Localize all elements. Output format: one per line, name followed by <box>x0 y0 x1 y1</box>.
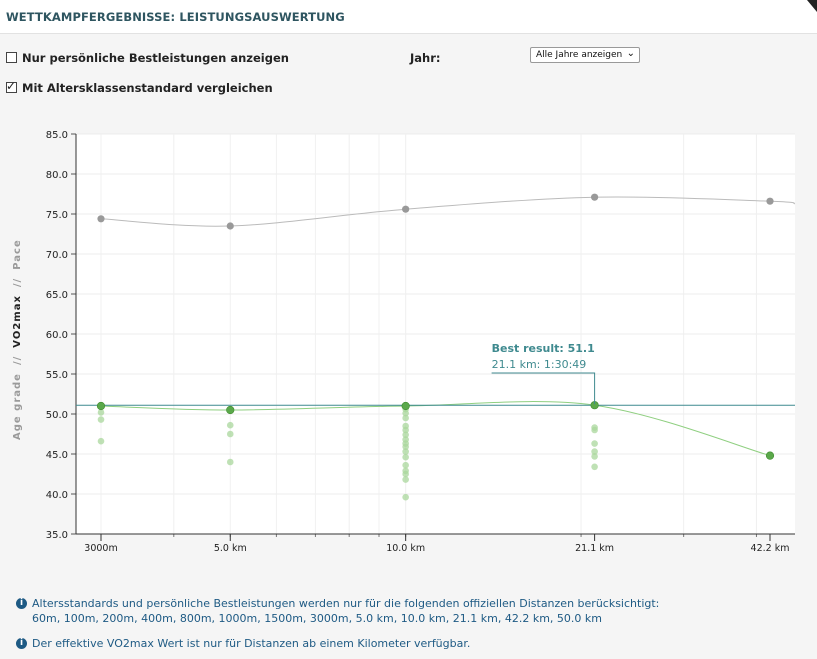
result-point <box>226 421 234 429</box>
personal-best-label: Nur persönliche Bestleistungen anzeigen <box>22 51 289 65</box>
personal-best-point <box>226 405 235 415</box>
info-icon: i <box>16 638 27 649</box>
y-axis-label: Age grade // VO2max // Pace <box>12 239 23 440</box>
info-text-2: 60m, 100m, 200m, 400m, 800m, 1000m, 1500… <box>32 612 602 625</box>
x-tick-label: 5.0 km <box>214 543 247 554</box>
age-standard-point <box>402 205 410 213</box>
performance-chart[interactable]: 35.0 40.0 45.0 50.0 55.0 60.0 65.0 70.0 75.0 80.0… <box>0 120 817 560</box>
close-corner-icon[interactable] <box>807 0 817 12</box>
y-tick-label: 40.0 <box>46 490 68 501</box>
checkmark-icon: ✓ <box>6 79 17 93</box>
result-point <box>97 437 105 445</box>
age-standard-points <box>97 193 774 230</box>
result-point <box>226 458 234 466</box>
y-label-age-grade: Age grade <box>12 373 23 440</box>
tooltip-connector <box>491 372 596 405</box>
y-label-separator: // <box>12 356 23 365</box>
y-tick-label: 35.0 <box>46 530 68 541</box>
year-select-value: Alle Jahre anzeigen <box>536 50 623 60</box>
year-label: Jahr: <box>410 51 441 65</box>
x-axis: 3000m 5.0 km 10.0 km 21.1 km 42.2 km <box>76 533 795 554</box>
result-point <box>402 461 409 469</box>
tooltip-title: Best result: 51.1 <box>492 342 595 355</box>
age-standard-point <box>766 197 774 205</box>
age-standard-line <box>100 196 796 227</box>
result-point <box>402 409 409 417</box>
age-standard-point <box>226 222 234 230</box>
info-text-3: Der effektive VO2max Wert ist nur für Di… <box>32 637 471 650</box>
x-tick-label: 10.0 km <box>386 543 425 554</box>
info-text-1: Altersstandards und persönliche Bestleis… <box>32 597 660 610</box>
age-standard-point <box>97 215 105 223</box>
dialog-header: WETTKAMPFERGEBNISSE: LEISTUNGSAUSWERTUNG <box>0 0 817 34</box>
y-tick-label: 80.0 <box>46 170 68 181</box>
result-point <box>591 453 598 460</box>
info-note-vo2max: i Der effektive VO2max Wert ist nur für … <box>16 637 470 650</box>
result-point <box>402 470 409 478</box>
info-note-standards: i Altersstandards und persönliche Bestle… <box>16 597 659 625</box>
y-tick-label: 45.0 <box>46 450 68 461</box>
year-select[interactable]: Alle Jahre anzeigen ⌄ <box>530 47 640 63</box>
result-point <box>591 448 598 455</box>
age-standard-checkbox[interactable]: ✓ <box>6 79 17 93</box>
y-tick-label: 70.0 <box>46 250 68 261</box>
y-label-vo2max: VO2max <box>12 295 23 348</box>
result-point <box>591 440 598 447</box>
personal-best-point <box>401 401 410 411</box>
results-points <box>97 405 598 501</box>
dialog-title: WETTKAMPFERGEBNISSE: LEISTUNGSAUSWERTUNG <box>6 10 345 24</box>
result-point <box>402 426 409 434</box>
y-tick-label: 85.0 <box>46 130 68 141</box>
result-point <box>402 414 409 422</box>
result-point <box>226 430 234 438</box>
result-point <box>402 476 409 483</box>
y-tick-label: 55.0 <box>46 370 68 381</box>
result-point <box>97 409 105 416</box>
x-tick-label: 21.1 km <box>575 543 614 554</box>
result-point <box>402 431 409 439</box>
y-tick-label: 60.0 <box>46 330 68 341</box>
y-axis: 35.0 40.0 45.0 50.0 55.0 60.0 65.0 70.0 75.0 80.0… <box>46 130 77 541</box>
x-tick-label: 42.2 km <box>751 543 790 554</box>
y-tick-label: 50.0 <box>46 410 68 421</box>
result-point <box>402 448 409 455</box>
personal-best-checkbox[interactable] <box>6 52 17 63</box>
result-point <box>591 426 598 434</box>
tooltip-detail: 21.1 km: 1:30:49 <box>492 358 587 371</box>
personal-best-point <box>96 401 106 411</box>
y-tick-label: 75.0 <box>46 210 68 221</box>
result-point <box>402 443 409 451</box>
result-point <box>402 453 409 461</box>
age-standard-point <box>591 193 599 201</box>
x-tick-label: 3000m <box>84 543 117 554</box>
chevron-down-icon: ⌄ <box>626 48 635 59</box>
info-icon: i <box>16 598 27 609</box>
personal-best-point <box>765 451 775 460</box>
result-point <box>591 463 598 471</box>
y-label-pace: Pace <box>12 239 23 270</box>
y-label-separator: // <box>12 278 23 287</box>
result-point <box>97 416 105 423</box>
best-result-tooltip: Best result: 51.1 21.1 km: 1:30:49 <box>491 342 596 405</box>
y-tick-label: 65.0 <box>46 290 68 301</box>
result-point <box>402 493 409 501</box>
age-standard-label: Mit Altersklassenstandard vergleichen <box>22 81 273 95</box>
